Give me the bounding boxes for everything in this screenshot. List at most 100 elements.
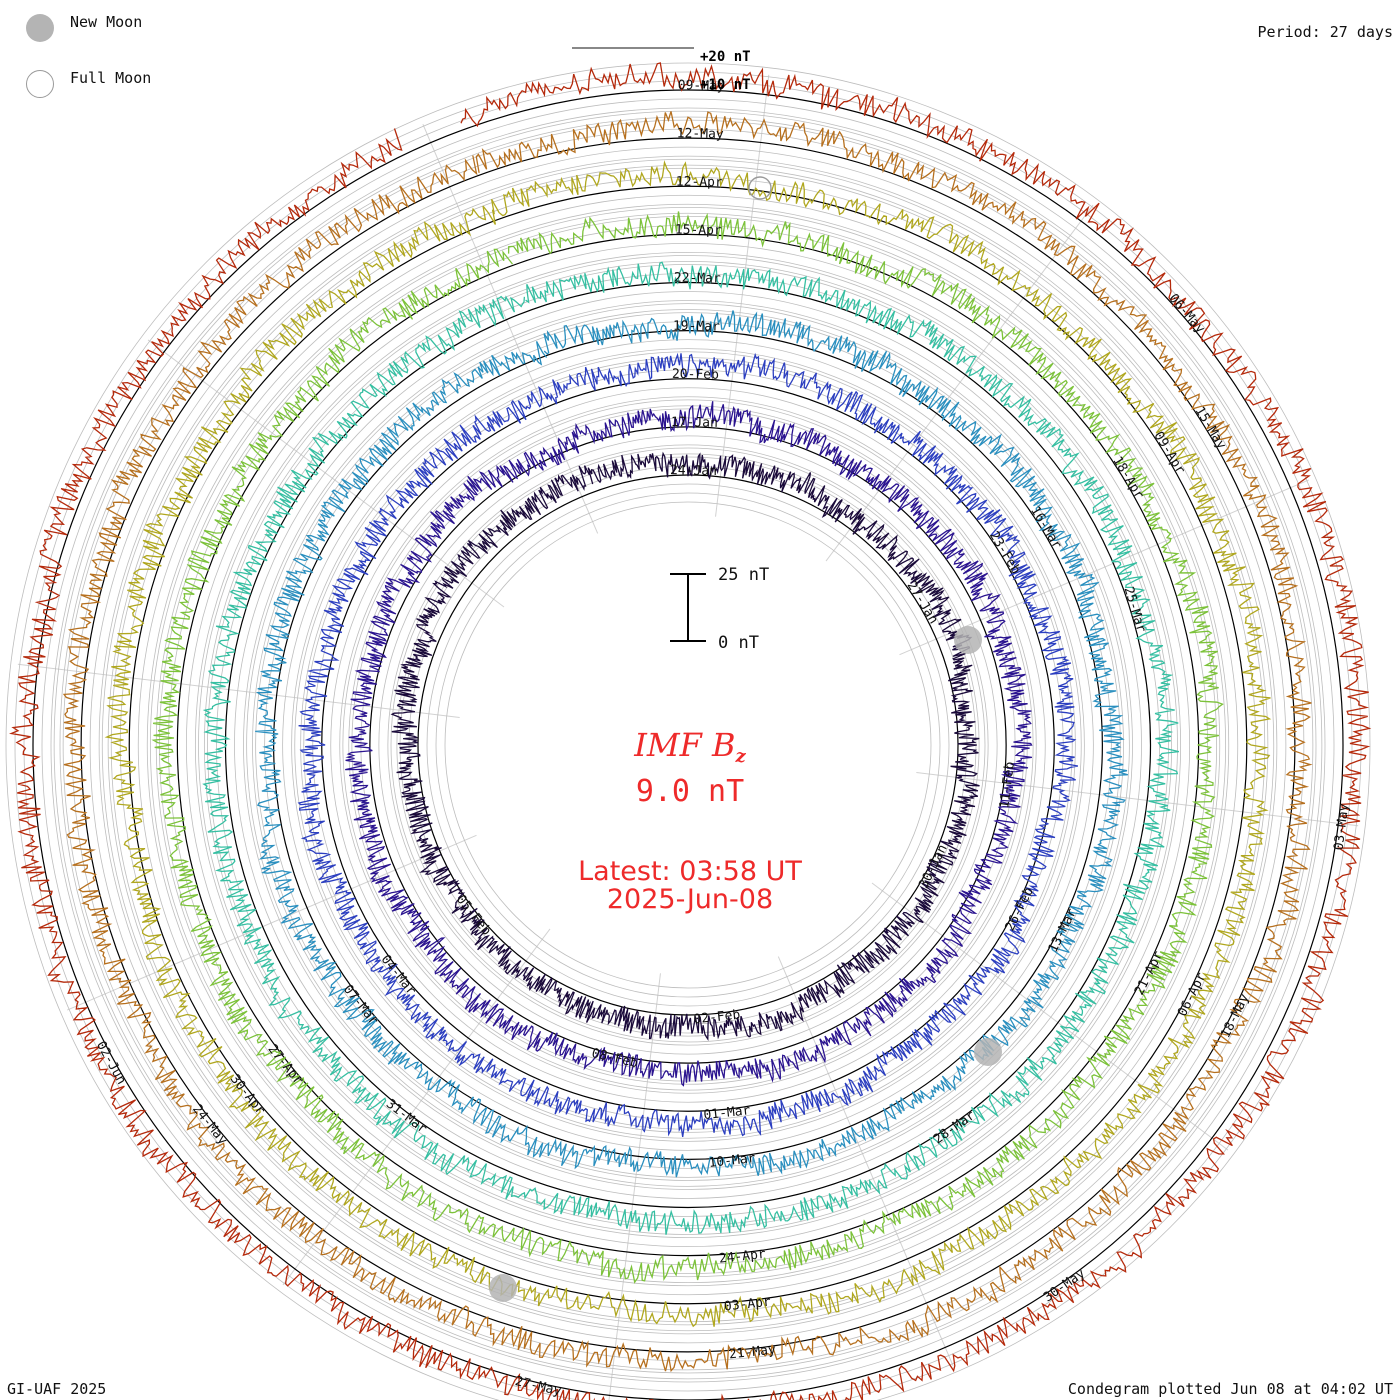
date-label: 28-Mar xyxy=(931,1108,978,1147)
grid-ring xyxy=(194,251,1182,1239)
date-label: 24-May xyxy=(189,1102,230,1148)
date-label: 06-May xyxy=(1165,291,1207,336)
new-moon-marker xyxy=(954,626,982,654)
grid-ring xyxy=(378,435,998,1055)
grid-ring xyxy=(107,164,1269,1326)
grid-ring xyxy=(246,303,1130,1187)
legend-full-moon: Full Moon xyxy=(26,69,152,98)
grid-ring xyxy=(98,155,1278,1335)
grid-ring xyxy=(390,447,986,1043)
title-subscript: z xyxy=(735,746,746,767)
tick-upper-label: +20 nT xyxy=(700,49,751,65)
latest-date: 2025-Jun-08 xyxy=(606,884,774,915)
date-label: 03-May xyxy=(1332,803,1353,852)
grid-ring xyxy=(89,146,1287,1344)
rotation-baselines xyxy=(32,89,1344,1400)
radial-gridline xyxy=(17,663,460,718)
date-label: 05-Feb xyxy=(453,892,494,938)
grid-ring xyxy=(185,242,1191,1248)
rotation-baseline xyxy=(128,185,1248,1305)
period-label: Period: 27 days xyxy=(1257,23,1393,41)
bz-trace-rotation-2 xyxy=(345,401,1033,1087)
radial-gridline xyxy=(715,74,770,517)
new-moon-label: New Moon xyxy=(70,13,143,31)
grid-ring xyxy=(396,453,980,1037)
amplitude-ticks: +20 nT +10 nT xyxy=(572,47,751,93)
grid-ring xyxy=(330,387,1046,1103)
date-label: 10-Mar xyxy=(708,1151,756,1171)
rotation-baseline xyxy=(32,89,1344,1400)
new-moon-marker xyxy=(489,1274,517,1302)
radial-gridline xyxy=(777,956,954,1366)
date-label: 17-Jan xyxy=(671,415,718,431)
bz-trace-rotation-8 xyxy=(62,111,1313,1373)
current-value: 9.0 nT xyxy=(635,774,745,809)
grid-ring xyxy=(444,501,932,989)
bz-trace-rotation-5 xyxy=(202,261,1180,1235)
grid-ring xyxy=(41,98,1335,1392)
scale-bar: 25 nT 0 nT xyxy=(670,565,769,653)
radial-gridline xyxy=(422,124,599,534)
radial-gridlines xyxy=(17,74,1359,1400)
grid-ring xyxy=(291,348,1085,1142)
date-label: 01-Mar xyxy=(703,1103,751,1123)
new-moon-marker xyxy=(974,1038,1002,1066)
plot-timestamp: Condegram plotted Jun 08 at 04:02 UT xyxy=(1067,1380,1393,1398)
legend-new-moon: New Moon xyxy=(26,13,143,42)
bz-trace-rotation-4 xyxy=(255,310,1128,1178)
grid-ring xyxy=(342,399,1034,1091)
grid-ring xyxy=(234,291,1142,1199)
date-label: 20-Feb xyxy=(672,367,719,383)
full-moon-marker xyxy=(748,176,772,200)
date-label: 03-Apr xyxy=(723,1295,771,1315)
radial-gridline xyxy=(825,204,1094,562)
date-label: 12-Apr xyxy=(676,174,723,190)
radial-gridline xyxy=(871,882,1229,1151)
credit-label: GI-UAF 2025 xyxy=(7,1380,107,1398)
grid-ring xyxy=(198,255,1178,1235)
grid-ring xyxy=(300,357,1076,1133)
grid-ring xyxy=(155,212,1221,1278)
grid-ring xyxy=(5,62,1371,1400)
date-label: 30-Apr xyxy=(227,1072,268,1118)
moon-markers xyxy=(489,176,1002,1302)
date-label: 21-May xyxy=(728,1343,776,1363)
radial-gridline xyxy=(282,928,551,1286)
grid-ring xyxy=(243,300,1133,1190)
grid-ring xyxy=(53,110,1323,1380)
scale-bar-top-label: 25 nT xyxy=(718,565,769,585)
date-label: 04-Mar xyxy=(378,952,419,998)
grid-ring xyxy=(252,309,1124,1181)
grid-ring xyxy=(203,260,1173,1230)
full-moon-label: Full Moon xyxy=(70,69,152,87)
grid-ring xyxy=(387,444,989,1046)
grid-ring xyxy=(50,107,1326,1383)
grid-ring xyxy=(339,396,1037,1094)
date-label: 08-Feb xyxy=(590,1046,639,1071)
radial-gridline xyxy=(899,479,1309,656)
title-variable: IMF B xyxy=(634,726,736,764)
date-label: 11-Feb xyxy=(997,761,1018,810)
bz-trace-rotation-7 xyxy=(104,160,1272,1328)
grid-ring xyxy=(146,203,1230,1287)
date-label: 09-May xyxy=(678,78,725,94)
bz-trace-rotation-1 xyxy=(390,451,980,1042)
latest-timestamp: Latest: 03:58 UT 2025-Jun-08 xyxy=(490,858,890,914)
date-label: 18-May xyxy=(1218,992,1252,1041)
date-label: 19-Mar xyxy=(673,319,720,335)
grid-ring xyxy=(282,339,1094,1151)
grid-ring xyxy=(137,194,1239,1296)
date-label: 15-Apr xyxy=(675,223,722,239)
grid-ring xyxy=(149,206,1227,1284)
tick-lower-label: +10 nT xyxy=(700,77,751,93)
radial-gridline xyxy=(147,339,505,608)
date-label: 16-Mar xyxy=(1027,504,1064,552)
grid-ring xyxy=(62,119,1314,1371)
new-moon-icon xyxy=(26,14,54,42)
date-label: 25-Mar xyxy=(1120,585,1148,634)
grid-ring xyxy=(110,167,1266,1323)
radial-gridline xyxy=(916,772,1359,827)
radial-gridline xyxy=(608,973,661,1400)
date-label: 24-Apr xyxy=(718,1247,766,1267)
